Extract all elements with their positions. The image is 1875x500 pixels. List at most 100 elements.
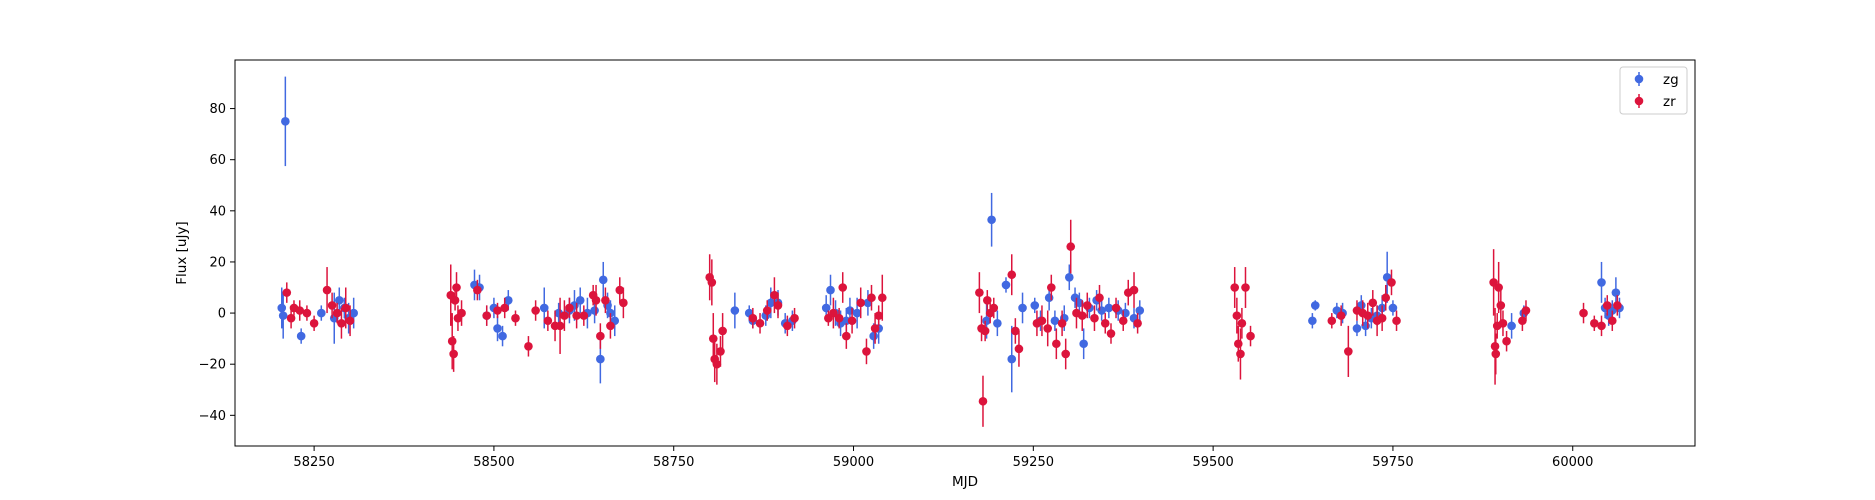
data-point xyxy=(1018,303,1027,313)
data-point xyxy=(1052,339,1061,349)
data-point xyxy=(619,298,628,308)
data-point xyxy=(555,321,565,331)
data-point xyxy=(1521,306,1531,315)
data-point xyxy=(987,215,996,225)
data-point xyxy=(596,331,605,341)
data-point xyxy=(1007,270,1017,280)
data-point xyxy=(473,285,482,295)
data-point xyxy=(341,303,351,313)
data-point xyxy=(278,311,288,320)
data-point xyxy=(770,290,779,300)
data-point xyxy=(447,336,457,346)
data-point xyxy=(1602,301,1612,310)
data-point xyxy=(869,331,878,341)
data-point xyxy=(1392,316,1401,326)
data-point xyxy=(1061,349,1070,359)
data-point xyxy=(601,295,610,305)
y-tick-label: −20 xyxy=(199,358,226,373)
legend-label: zg xyxy=(1663,72,1679,88)
data-point xyxy=(457,308,466,318)
data-point xyxy=(1135,306,1145,315)
data-point xyxy=(282,288,292,297)
data-point xyxy=(286,313,296,323)
data-point xyxy=(790,313,799,323)
data-point xyxy=(295,306,305,315)
data-point xyxy=(598,275,608,285)
data-point xyxy=(615,285,625,295)
data-point xyxy=(1090,313,1099,323)
data-point xyxy=(982,295,992,305)
data-point xyxy=(539,303,549,313)
data-point xyxy=(579,311,589,320)
x-tick-label: 59750 xyxy=(1372,455,1413,470)
data-point xyxy=(1498,318,1508,328)
data-point xyxy=(450,295,460,305)
data-point xyxy=(877,293,887,303)
data-point xyxy=(755,318,765,328)
data-point xyxy=(1387,278,1396,287)
data-point xyxy=(1368,298,1378,308)
data-point xyxy=(281,117,290,126)
data-point xyxy=(1579,308,1588,318)
x-tick-label: 59000 xyxy=(833,455,874,470)
data-point xyxy=(748,313,758,323)
data-point xyxy=(1494,283,1503,292)
x-tick-label: 60000 xyxy=(1552,455,1593,470)
data-point xyxy=(606,321,615,331)
data-point xyxy=(847,316,857,326)
data-point xyxy=(718,326,727,336)
x-tick-label: 58250 xyxy=(293,455,334,470)
data-point xyxy=(1611,288,1621,297)
data-point xyxy=(1118,316,1128,326)
data-point xyxy=(834,313,844,323)
data-point xyxy=(1507,321,1516,331)
data-point xyxy=(317,308,326,318)
data-point xyxy=(1111,303,1121,313)
y-tick-label: 0 xyxy=(218,307,226,322)
data-point xyxy=(716,347,725,356)
data-point xyxy=(1133,318,1142,328)
data-point xyxy=(309,318,319,328)
data-point xyxy=(1308,316,1317,326)
data-point xyxy=(1241,283,1250,292)
data-point xyxy=(1001,280,1011,290)
data-point xyxy=(296,331,306,341)
data-point xyxy=(862,347,871,356)
y-tick-label: 80 xyxy=(209,102,226,117)
data-point xyxy=(596,354,605,364)
data-point xyxy=(560,311,569,320)
data-point xyxy=(493,306,502,315)
data-point xyxy=(1310,301,1320,310)
data-point xyxy=(1079,339,1088,349)
legend-marker xyxy=(1634,74,1644,84)
data-point xyxy=(852,308,862,318)
y-tick-label: 20 xyxy=(209,255,226,270)
data-point xyxy=(1121,308,1130,318)
data-point xyxy=(989,303,999,313)
series-zr xyxy=(282,219,1622,427)
data-point xyxy=(1518,316,1527,326)
data-point xyxy=(1064,272,1074,282)
data-point xyxy=(708,334,718,343)
series-layer xyxy=(277,76,1624,427)
data-point xyxy=(572,311,581,320)
x-axis-label: MJD xyxy=(952,474,978,490)
data-point xyxy=(975,288,984,297)
data-point xyxy=(1496,301,1506,310)
data-point xyxy=(498,331,507,341)
data-point xyxy=(730,306,740,315)
data-point xyxy=(842,331,851,341)
data-point xyxy=(829,308,838,318)
data-point xyxy=(1043,324,1053,333)
data-point xyxy=(302,308,312,318)
data-point xyxy=(783,321,792,331)
data-point xyxy=(1082,301,1092,310)
legend-label: zr xyxy=(1663,94,1676,110)
data-point xyxy=(712,359,722,369)
data-point xyxy=(531,306,540,315)
data-point xyxy=(993,318,1002,328)
data-point xyxy=(1047,283,1056,292)
x-tick-label: 59500 xyxy=(1192,455,1233,470)
plot-frame xyxy=(234,59,1696,447)
data-point xyxy=(1129,285,1139,295)
